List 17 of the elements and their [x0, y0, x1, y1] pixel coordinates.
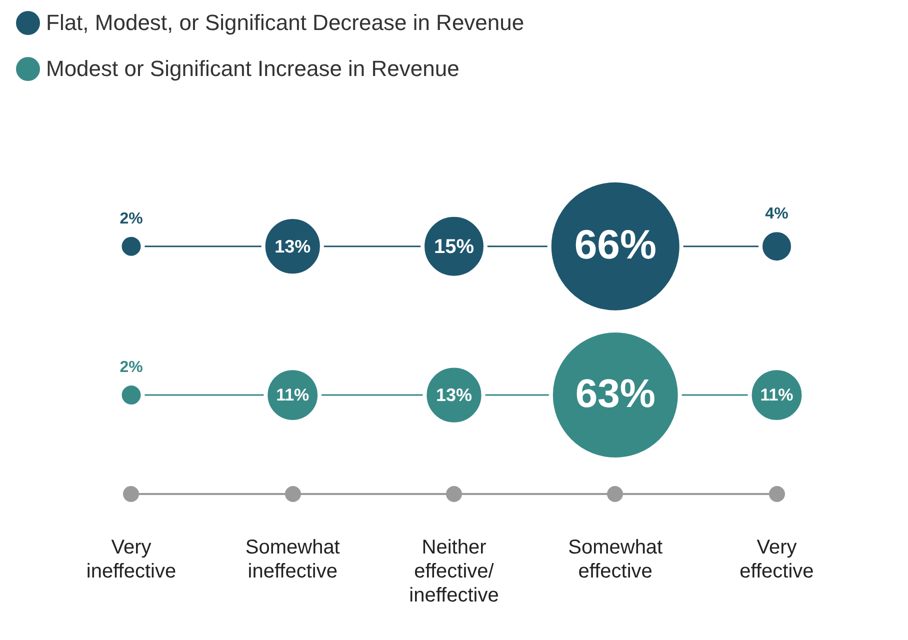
- data-label: 63%: [575, 372, 656, 416]
- data-label: 11%: [760, 386, 794, 405]
- data-label: 2%: [120, 210, 143, 228]
- category-label: Very effective: [740, 536, 814, 583]
- data-label: 11%: [276, 386, 310, 405]
- category-label: Somewhat ineffective: [245, 536, 340, 583]
- data-label: 13%: [436, 385, 472, 406]
- data-label: 4%: [765, 206, 788, 223]
- category-label: Very ineffective: [86, 536, 176, 583]
- data-label: 2%: [120, 358, 143, 376]
- legend-label: Flat, Modest, or Significant Decrease in Revenue: [46, 10, 524, 36]
- category-label: Neither effective/ ineffective: [409, 536, 499, 607]
- legend-label: Modest or Significant Increase in Revenue: [46, 56, 460, 82]
- data-label: 66%: [574, 222, 656, 268]
- data-label: 13%: [274, 236, 311, 256]
- data-label: 15%: [434, 236, 474, 258]
- category-label: Somewhat effective: [568, 536, 664, 583]
